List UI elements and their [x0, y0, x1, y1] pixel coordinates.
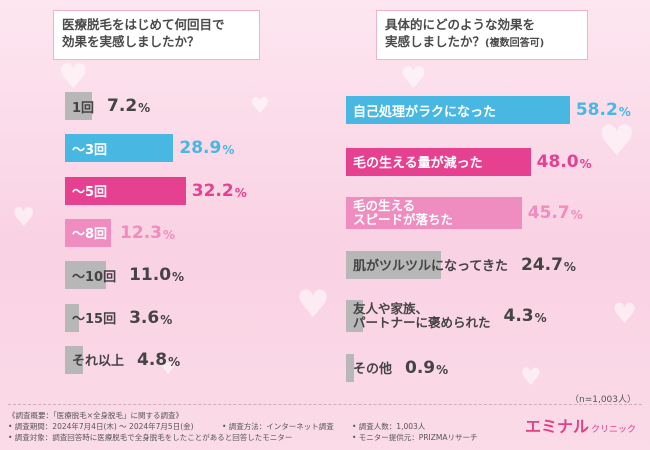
bar-value-label: 58.2%: [576, 96, 631, 124]
bar-category-label: 自己処理がラクになった: [353, 104, 497, 120]
bar-value-label: 24.7%: [521, 251, 576, 279]
bar-value-number: 48.0: [536, 151, 579, 172]
bar-value-number: 7.2: [107, 96, 138, 116]
bar-value-number: 4.8: [137, 349, 168, 370]
heart-decoration-icon: ♥: [58, 57, 89, 97]
bar-right-1: 毛の生える量が減った: [346, 147, 531, 176]
bar-right-0: 自己処理がラクになった: [346, 96, 570, 124]
bar-category-label: 1回: [72, 100, 95, 116]
bar-value-label: 4.3%: [504, 302, 547, 330]
bar-value-label: 32.2%: [192, 177, 247, 205]
bar-left-0: 1回: [65, 92, 95, 120]
bar-value-unit: %: [534, 311, 547, 325]
sample-size-note: （n=1,003人）: [569, 395, 636, 405]
bar-category-label: 毛の生える量が減った: [353, 156, 483, 171]
bar-value-label: 28.9%: [179, 134, 234, 162]
right-question-note: (複数回答可): [485, 38, 545, 49]
bar-value-unit: %: [234, 185, 247, 200]
bar-value-label: 7.2%: [107, 92, 150, 120]
logo-main-text: エミナル: [524, 419, 589, 436]
bar-category-label: ～5回: [72, 185, 108, 201]
bar-value-unit: %: [222, 143, 235, 158]
bar-value-number: 24.7: [520, 254, 563, 275]
right-question-box: 具体的にどのような効果を 実感しましたか？(複数回答可): [376, 10, 588, 60]
bar-value-unit: %: [618, 105, 631, 119]
bar-value-unit: %: [563, 259, 576, 274]
bar-value-number: 11.0: [129, 265, 172, 286]
bar-category-label-line: 毛の生える: [353, 198, 416, 213]
bar-category-label: ～10回: [72, 269, 117, 285]
footer-line1a: 《調査概要：「医療脱毛×全身脱毛」に関する調査》: [8, 411, 184, 420]
bar-category-label-line: スピードが落ちた: [353, 212, 454, 227]
bar-value-number: 4.3: [503, 306, 534, 326]
bar-value-number: 58.2: [575, 100, 618, 120]
bar-right-3: 肌がツルツルになってきた: [346, 250, 508, 279]
bar-value-unit: %: [160, 312, 173, 327]
bar-category-label: それ以上: [72, 354, 125, 370]
right-question-line2: 実感しましたか？(複数回答可): [385, 33, 579, 52]
heart-decoration-icon: ♥: [160, 358, 177, 379]
bar-value-unit: %: [436, 362, 449, 377]
bar-value-label: 45.7%: [528, 199, 583, 227]
bar-left-3: ～8回: [65, 218, 112, 247]
bar-category-label: 友人や家族、 パートナーに褒められた: [353, 302, 491, 330]
bar-category-label-line: 友人や家族、: [353, 301, 429, 316]
bar-left-5: ～15回: [65, 303, 116, 332]
logo-sub-text: クリニック: [590, 424, 636, 434]
bar-category-label: その他: [353, 362, 393, 377]
bar-value-unit: %: [168, 354, 181, 369]
bar-category-label-line: パートナーに褒められた: [353, 315, 491, 330]
bar-value-unit: %: [570, 208, 583, 222]
bar-right-2: 毛の生える スピードが落ちた: [346, 197, 522, 229]
right-question-line2-text: 実感しましたか？: [385, 34, 486, 49]
bar-value-unit: %: [172, 270, 185, 285]
footer-line3b: • モニター提供元：PRIZMAリサーチ: [352, 433, 478, 442]
left-question-box: 医療脱毛をはじめて何回目で 効果を実感しましたか？: [53, 10, 260, 60]
bar-right-5: その他: [346, 353, 392, 382]
left-question-line1: 医療脱毛をはじめて何回目で: [62, 17, 225, 32]
bar-value-label: 48.0%: [537, 148, 592, 176]
bar-value-number: 45.7: [527, 203, 570, 223]
bar-category-label: 毛の生える スピードが落ちた: [353, 199, 453, 227]
bar-left-4: ～10回: [65, 261, 116, 290]
bar-category-label: ～3回: [72, 142, 108, 158]
footer-divider: [8, 404, 642, 405]
bar-value-unit: %: [138, 101, 151, 115]
bar-value-label: 4.8%: [137, 346, 180, 374]
heart-decoration-icon: ♥: [598, 116, 636, 165]
clinic-logo: エミナル クリニック: [525, 413, 636, 437]
bar-category-label: 肌がツルツルになってきた: [353, 259, 508, 274]
bar-value-number: 12.3: [120, 222, 162, 243]
heart-decoration-icon: ♥: [12, 203, 36, 233]
footer-line2c: • 調査人数：1,003人: [352, 422, 426, 431]
heart-decoration-icon: ♥: [250, 94, 270, 119]
heart-decoration-icon: ♥: [400, 61, 427, 96]
right-question-line1: 具体的にどのような効果を: [385, 17, 536, 32]
bar-value-label: 0.9%: [405, 354, 448, 382]
bar-value-number: 28.9: [179, 138, 222, 159]
bar-value-number: 32.2: [191, 180, 234, 201]
bar-value-unit: %: [163, 227, 176, 242]
footer-line2a: • 調査期間：2024年7月4日(木) ～ 2024年7月5日(金): [8, 422, 194, 431]
left-question-line2: 効果を実感しましたか？: [62, 34, 200, 49]
bar-left-2: ～5回: [65, 176, 186, 205]
footer-line2b: • 調査方法：インターネット調査: [222, 422, 334, 431]
bar-right-4: 友人や家族、 パートナーに褒められた: [346, 300, 491, 332]
heart-decoration-icon: ♥: [520, 363, 542, 391]
bar-value-unit: %: [579, 156, 592, 171]
bar-value-number: 0.9: [405, 357, 436, 378]
bar-value-label: 11.0%: [129, 261, 184, 289]
bar-left-1: ～3回: [65, 134, 174, 163]
bar-category-label: ～15回: [72, 312, 117, 327]
heart-decoration-icon: ♥: [296, 282, 331, 326]
bar-category-label: ～8回: [72, 227, 108, 243]
footer-line3a: • 調査対象：調査回答時に医療脱毛で全身脱毛をしたことがあると回答したモニター: [8, 433, 293, 442]
bar-left-6: それ以上: [65, 345, 124, 374]
heart-decoration-icon: ♥: [612, 297, 638, 330]
bar-value-label: 12.3%: [120, 219, 175, 247]
bar-value-number: 3.6: [129, 307, 160, 328]
bar-value-label: 3.6%: [129, 304, 172, 332]
